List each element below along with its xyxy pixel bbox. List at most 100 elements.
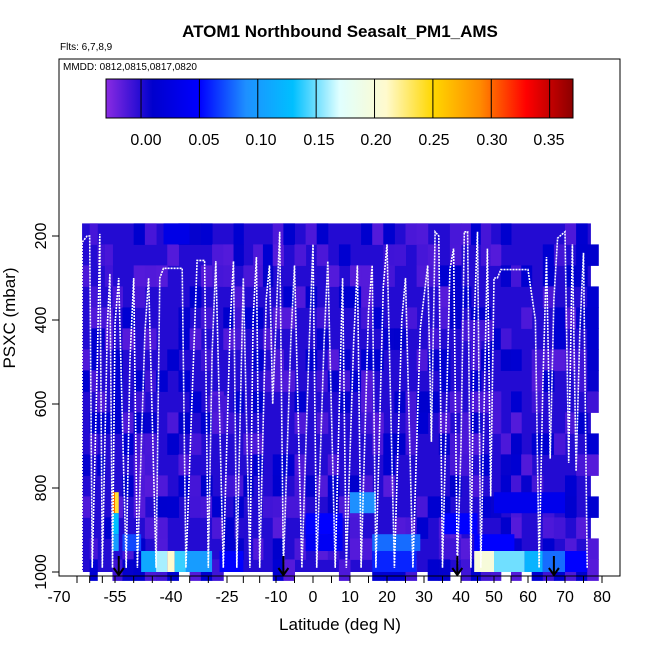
heatmap-cell (327, 265, 340, 287)
heatmap-cell (383, 454, 395, 476)
heatmap-cell (82, 370, 91, 392)
heatmap-cell (553, 517, 566, 539)
heatmap-cell (494, 492, 565, 514)
heatmap-cell (500, 433, 512, 455)
heatmap-cell (405, 412, 418, 434)
heatmap-cell (122, 328, 135, 350)
heatmap-cell (480, 391, 492, 413)
heatmap-cell (416, 223, 429, 245)
heatmap-cell (500, 265, 512, 287)
heatmap-cell (144, 265, 157, 287)
heatmap-cell (511, 454, 522, 476)
heatmap-cell (394, 244, 406, 266)
heatmap-cell (316, 307, 329, 329)
heatmap-cell (115, 492, 119, 514)
heatmap-cell (200, 349, 213, 371)
heatmap-cell (587, 454, 599, 476)
heatmap-cell (253, 307, 264, 329)
heatmap-cell (327, 496, 340, 518)
heatmap-cell (576, 349, 588, 371)
heatmap-cell (305, 475, 318, 497)
heatmap-cell (542, 244, 555, 266)
heatmap-cell (438, 433, 451, 455)
heatmap-cell (500, 454, 512, 476)
heatmap-cell (480, 244, 492, 266)
heatmap-cell (438, 265, 451, 287)
heatmap-cell (272, 559, 284, 581)
heatmap-cell (104, 244, 113, 266)
heatmap-cell (89, 328, 98, 350)
heatmap-cell (405, 307, 418, 329)
heatmap-cell (438, 307, 451, 329)
heatmap-cell (350, 538, 362, 560)
heatmap-cell (511, 475, 522, 497)
heatmap-cell (112, 391, 123, 413)
heatmap-cell (449, 307, 462, 329)
heatmap-cell (272, 454, 284, 476)
heatmap-cell (587, 391, 599, 413)
heatmap-cell (283, 559, 295, 581)
heatmap-cell (200, 307, 213, 329)
x-tick-label--70: -70 (47, 589, 70, 606)
heatmap-cell (133, 454, 146, 476)
heatmap-cell (576, 244, 588, 266)
heatmap-cell (383, 475, 395, 497)
flights-label: Flts: 6,7,8,9 (60, 42, 113, 53)
heatmap-cell (294, 412, 307, 434)
heatmap-cell (427, 559, 440, 581)
heatmap-cell (133, 391, 146, 413)
heatmap-cell (89, 286, 98, 308)
heatmap-cell (438, 370, 451, 392)
heatmap-cell (438, 559, 451, 581)
heatmap-cell (167, 412, 179, 434)
heatmap-cell (553, 328, 566, 350)
heatmap-cell (233, 328, 244, 350)
heatmap-cell (167, 349, 179, 371)
heatmap-cell (524, 551, 543, 572)
heatmap-cell (394, 517, 406, 539)
heatmap-cell (416, 349, 429, 371)
heatmap-cell (294, 538, 307, 560)
heatmap-cell (294, 391, 307, 413)
y-axis-title: PSXC (mbar) (0, 267, 19, 368)
heatmap-cell (405, 223, 418, 245)
heatmap-cell (112, 559, 123, 581)
colorbar-label-6: 0.30 (476, 132, 507, 149)
heatmap-cell (542, 433, 555, 455)
heatmap-cell (294, 475, 307, 497)
heatmap-cell (383, 265, 395, 287)
heatmap-cell (253, 538, 264, 560)
heatmap-cell (416, 244, 429, 266)
heatmap-cell (587, 433, 599, 455)
heatmap-cell (212, 517, 224, 539)
heatmap-cell (449, 286, 462, 308)
heatmap-cell (223, 517, 235, 539)
heatmap-cell (174, 551, 186, 572)
flight-arrow-2 (451, 556, 464, 577)
heatmap-cell (316, 244, 329, 266)
heatmap-cell (272, 223, 284, 245)
heatmap-cell (490, 244, 502, 266)
heatmap-cell (243, 433, 254, 455)
heatmap-cell (223, 244, 235, 266)
heatmap-cell (223, 307, 235, 329)
heatmap-cell (233, 286, 244, 308)
heatmap-cell (427, 244, 440, 266)
heatmap-cell (233, 223, 244, 245)
heatmap-cell (200, 496, 213, 518)
heatmap-cell (144, 223, 157, 245)
heatmap-cell (223, 412, 235, 434)
heatmap-cell (438, 538, 451, 560)
heatmap-cell (156, 538, 168, 560)
heatmap-cell (500, 517, 512, 539)
heatmap-cell (253, 244, 264, 266)
heatmap-cell (283, 223, 295, 245)
heatmap-cell (474, 551, 494, 572)
x-tick-label--40: -40 (159, 589, 182, 606)
heatmap-cell (361, 391, 373, 413)
x-tick-label-20: 20 (378, 589, 396, 606)
heatmap-cell (133, 265, 146, 287)
heatmap-cell (133, 223, 146, 245)
heatmap-cell (470, 391, 482, 413)
heatmap-cell (262, 244, 274, 266)
